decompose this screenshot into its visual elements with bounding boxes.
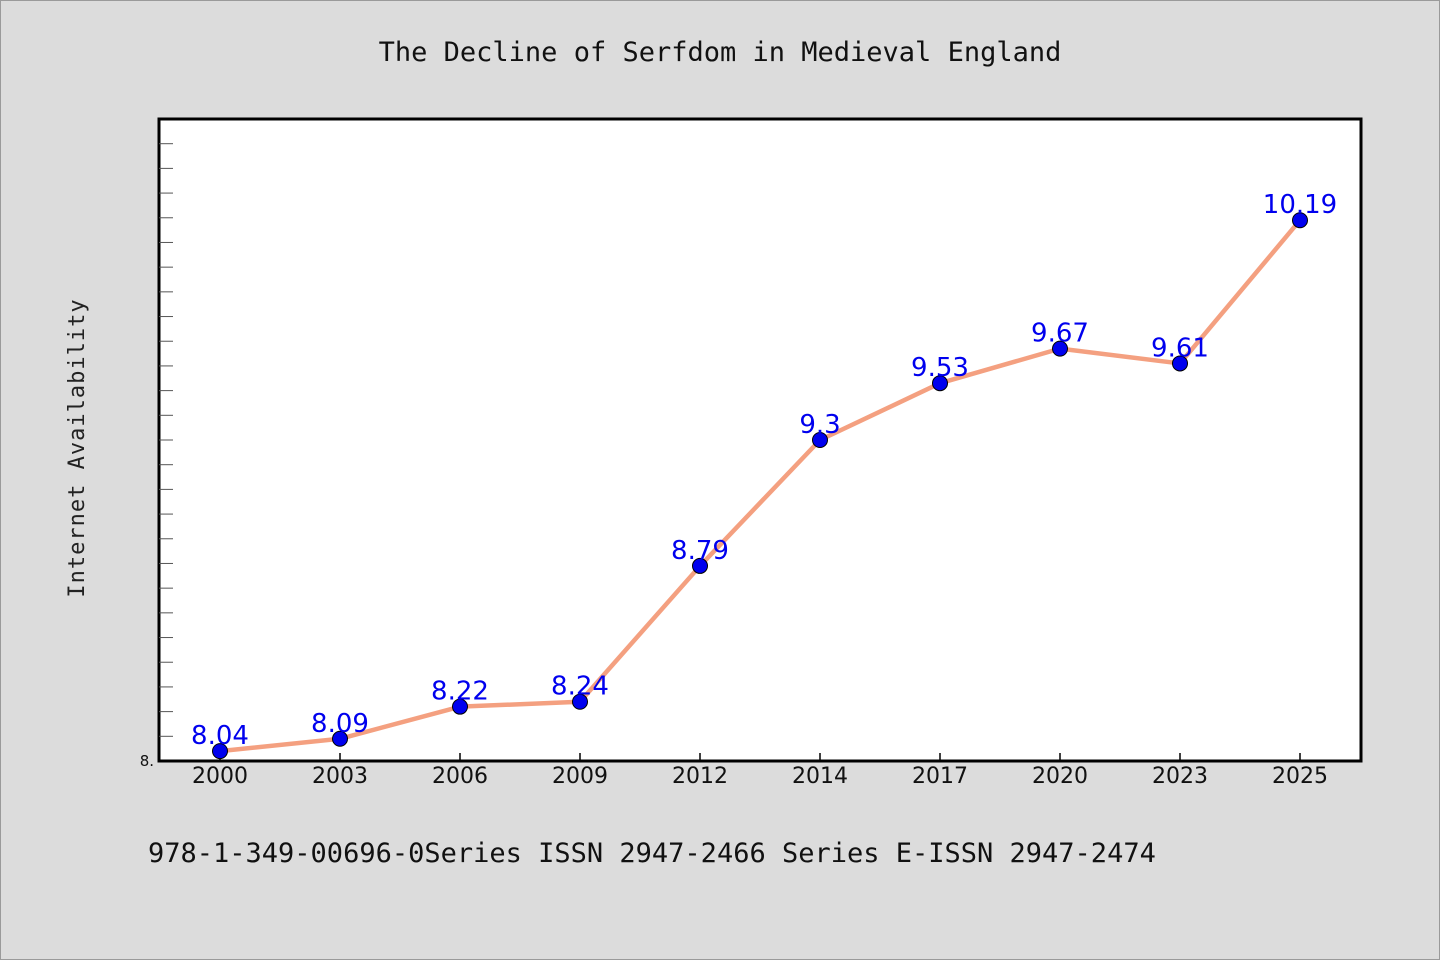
x-tick-label: 2003 bbox=[312, 764, 368, 789]
data-point bbox=[932, 375, 948, 392]
x-tick-label: 2020 bbox=[1032, 764, 1088, 789]
data-point bbox=[1172, 355, 1188, 372]
data-point bbox=[1292, 212, 1308, 229]
chart-title: The Decline of Serfdom in Medieval Engla… bbox=[379, 37, 1062, 68]
data-point bbox=[812, 432, 828, 448]
y-tick-label-min: 8. bbox=[140, 752, 154, 770]
y-axis-label: Internet Availability bbox=[65, 298, 90, 597]
x-axis-tick-labels: 2000 2003 2006 2009 2012 2014 2017 2020 2023 2025 bbox=[192, 764, 1328, 789]
x-tick-label: 2012 bbox=[672, 764, 728, 789]
data-point bbox=[692, 557, 708, 574]
data-label: 8.22 bbox=[431, 677, 489, 707]
data-point bbox=[212, 743, 228, 760]
series-line bbox=[217, 217, 1303, 754]
data-label: 10.19 bbox=[1263, 190, 1337, 220]
y-axis-ticks bbox=[159, 143, 173, 737]
data-label: 9.3 bbox=[799, 410, 840, 440]
x-tick-label: 2014 bbox=[792, 764, 848, 789]
x-tick-label: 2017 bbox=[912, 764, 968, 789]
data-point bbox=[332, 730, 348, 747]
data-point bbox=[452, 698, 468, 715]
x-tick-label: 2023 bbox=[1152, 764, 1208, 789]
x-axis-ticks bbox=[219, 753, 1301, 761]
data-point bbox=[1052, 340, 1068, 357]
data-label: 8.79 bbox=[671, 536, 729, 566]
series-markers bbox=[212, 212, 1308, 760]
footer-isbn-text: 978-1-349-00696-0Series ISSN 2947-2466 S… bbox=[148, 838, 1156, 869]
data-label: 9.67 bbox=[1031, 319, 1089, 349]
plot-area bbox=[157, 117, 1363, 763]
x-tick-label: 2000 bbox=[192, 764, 248, 789]
data-point bbox=[572, 693, 588, 710]
data-label: 9.61 bbox=[1151, 333, 1209, 363]
x-tick-label: 2006 bbox=[432, 764, 488, 789]
data-label: 9.53 bbox=[911, 353, 969, 383]
x-tick-label: 2025 bbox=[1272, 764, 1328, 789]
data-label: 8.24 bbox=[551, 672, 609, 702]
x-tick-label: 2009 bbox=[552, 764, 608, 789]
data-label: 8.09 bbox=[311, 709, 369, 739]
data-label: 8.04 bbox=[191, 721, 249, 751]
data-labels: 8.04 8.09 8.22 8.24 8.79 9.3 9.53 9.67 9.61 10.19 bbox=[191, 190, 1337, 751]
